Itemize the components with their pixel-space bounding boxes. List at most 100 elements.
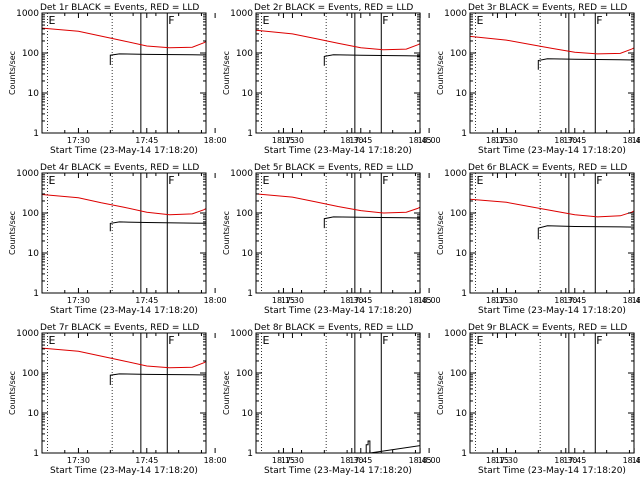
y-tick-label: 1	[247, 449, 253, 459]
y-tick-label: 100	[22, 209, 39, 219]
y-tick-label: 10	[242, 409, 254, 419]
marker-label-f: F	[596, 14, 602, 27]
panel-title: Det 1r BLACK = Events, RED = LLD	[40, 3, 199, 13]
marker-label-f: F	[596, 334, 602, 347]
x-tick-label: 17:30	[67, 296, 90, 305]
x-tick-label: 17:45	[135, 456, 158, 465]
x-tick-label: 17:45	[349, 136, 372, 145]
y-tick-label: 1000	[16, 329, 39, 339]
y-tick-label: 1	[461, 289, 467, 299]
x-tick-label: 18:30	[340, 296, 363, 305]
lld-series-line	[42, 347, 206, 369]
x-tick-label: 17:30	[67, 136, 90, 145]
x-tick-label: 18:45	[623, 136, 640, 145]
x-tick-label: 17:45	[349, 456, 372, 465]
events-series-line	[537, 225, 634, 240]
panel-title: Det 4r BLACK = Events, RED = LLD	[40, 163, 199, 173]
x-tick-label: 17:30	[495, 456, 518, 465]
panel-title: Det 5r BLACK = Events, RED = LLD	[254, 163, 413, 173]
marker-label-e: E	[262, 334, 269, 347]
x-tick-label: 18:15	[272, 456, 295, 465]
y-tick-label: 10	[242, 89, 254, 99]
panel-title: Det 6r BLACK = Events, RED = LLD	[468, 163, 627, 173]
x-axis-label: Start Time (23-May-14 17:18:20)	[478, 146, 626, 156]
y-tick-label: 1	[461, 449, 467, 459]
x-tick-label: 18:30	[554, 296, 577, 305]
plot-frame	[41, 332, 207, 454]
y-tick-label: 10	[28, 409, 40, 419]
plot-frame	[41, 12, 207, 134]
x-tick-label: 17:45	[563, 296, 586, 305]
y-tick-label: 100	[236, 49, 253, 59]
events-series-line	[323, 54, 420, 66]
y-tick-label: 1	[33, 129, 39, 139]
x-tick-label: 18:00	[418, 136, 441, 145]
panel-title: Det 8r BLACK = Events, RED = LLD	[254, 323, 413, 333]
y-axis-label: Counts/sec	[8, 51, 17, 95]
plot-frame	[255, 172, 421, 294]
y-tick-label: 10	[242, 249, 254, 259]
x-tick-label: 18:45	[623, 456, 640, 465]
x-tick-label: 17:30	[281, 456, 304, 465]
x-tick-label: 17:30	[67, 456, 90, 465]
y-tick-label: 1	[33, 289, 39, 299]
marker-label-f: F	[382, 14, 388, 27]
chart-panel: Det 2r BLACK = Events, RED = LLD E F 1 10 100…	[222, 3, 640, 156]
marker-label-e: E	[48, 334, 55, 347]
y-axis-label: Counts/sec	[8, 371, 17, 415]
y-tick-label: 100	[450, 369, 467, 379]
panel-title: Det 3r BLACK = Events, RED = LLD	[468, 3, 627, 13]
panel-title: Det 2r BLACK = Events, RED = LLD	[254, 3, 413, 13]
events-series-line	[323, 216, 420, 229]
x-axis-label: Start Time (23-May-14 17:18:20)	[264, 146, 412, 156]
x-tick-label: 18:15	[272, 136, 295, 145]
events-series-line	[109, 221, 206, 232]
x-tick-label: 18:15	[486, 136, 509, 145]
y-tick-label: 10	[456, 409, 468, 419]
y-axis-label: Counts/sec	[436, 371, 445, 415]
x-axis-label: Start Time (23-May-14 17:18:20)	[50, 306, 198, 316]
lld-series-line	[42, 194, 206, 216]
y-tick-label: 10	[28, 249, 40, 259]
y-axis-label: Counts/sec	[436, 51, 445, 95]
marker-label-f: F	[382, 334, 388, 347]
x-tick-label: 18:45	[409, 136, 432, 145]
y-axis-label: Counts/sec	[436, 211, 445, 255]
x-tick-label: 17:30	[281, 136, 304, 145]
y-tick-label: 10	[456, 249, 468, 259]
y-tick-label: 100	[22, 49, 39, 59]
x-tick-label: 18:00	[632, 456, 640, 465]
x-axis-label: Start Time (23-May-14 17:18:20)	[50, 146, 198, 156]
y-axis-label: Counts/sec	[8, 211, 17, 255]
x-tick-label: 18:45	[409, 456, 432, 465]
marker-label-e: E	[476, 174, 483, 187]
lld-series-line	[470, 35, 634, 55]
x-tick-label: 18:30	[340, 136, 363, 145]
marker-label-e: E	[262, 174, 269, 187]
marker-label-f: F	[168, 334, 174, 347]
x-tick-label: 18:15	[272, 296, 295, 305]
y-tick-label: 1	[247, 129, 253, 139]
events-series-line	[365, 440, 420, 453]
lld-series-line	[42, 27, 206, 49]
marker-label-e: E	[476, 14, 483, 27]
y-tick-label: 1000	[16, 9, 39, 19]
panel-title: Det 7r BLACK = Events, RED = LLD	[40, 323, 199, 333]
y-tick-label: 1	[33, 449, 39, 459]
x-tick-label: 17:30	[495, 296, 518, 305]
x-tick-label: 18:15	[486, 456, 509, 465]
y-tick-label: 1000	[230, 169, 253, 179]
plot-frame	[255, 12, 421, 134]
marker-label-f: F	[168, 174, 174, 187]
x-tick-label: 18:30	[340, 456, 363, 465]
lld-series-line	[470, 198, 634, 218]
plot-frame	[469, 332, 635, 454]
x-tick-label: 18:00	[204, 296, 227, 305]
